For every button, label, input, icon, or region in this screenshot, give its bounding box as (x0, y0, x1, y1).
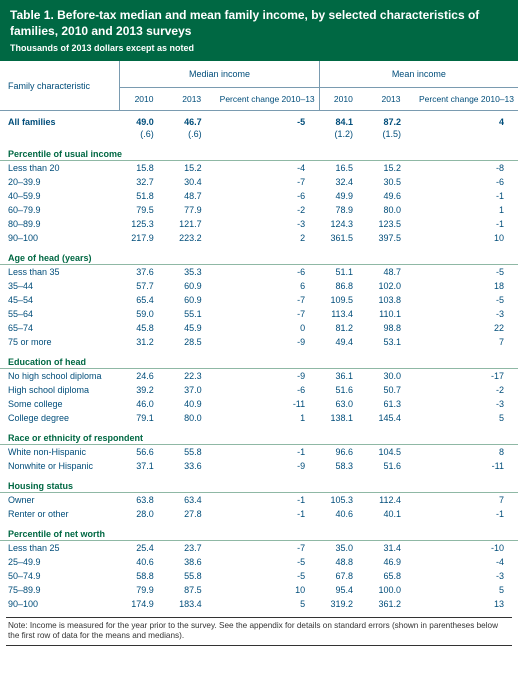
table-row: 45–5465.460.9-7109.5103.8-5 (0, 293, 518, 307)
col-mean-2010: 2010 (319, 88, 367, 111)
table-row: Owner63.863.4-1105.3112.47 (0, 492, 518, 507)
col-group-mean: Mean income (319, 61, 518, 88)
table-row: 60–79.979.577.9-278.980.01 (0, 203, 518, 217)
table-row: Less than 2015.815.2-416.515.2-8 (0, 160, 518, 175)
table-title: Table 1. Before-tax median and mean fami… (10, 8, 508, 39)
table-container: Table 1. Before-tax median and mean fami… (0, 0, 518, 646)
table-row: 35–4457.760.9686.8102.018 (0, 279, 518, 293)
table-row: 65–7445.845.9081.298.822 (0, 321, 518, 335)
section-header: Education of head (0, 349, 518, 368)
table-row: Renter or other28.027.8-140.640.1-1 (0, 507, 518, 521)
table-row: 90–100174.9183.45319.2361.213 (0, 597, 518, 611)
section-header: Housing status (0, 473, 518, 492)
table-row: 90–100217.9223.22361.5397.510 (0, 231, 518, 245)
table-row: College degree79.180.01138.1145.45 (0, 411, 518, 425)
table-row: 55–6459.055.1-7113.4110.1-3 (0, 307, 518, 321)
table-row: Less than 3537.635.3-651.148.7-5 (0, 264, 518, 279)
table-row: High school diploma39.237.0-651.650.7-2 (0, 383, 518, 397)
row-all-families: All families49.046.7-584.187.24 (0, 115, 518, 129)
table-row: 20–39.932.730.4-732.430.5-6 (0, 175, 518, 189)
table-row: No high school diploma24.622.3-936.130.0… (0, 368, 518, 383)
table-row: 75 or more31.228.5-949.453.17 (0, 335, 518, 349)
table-row: Nonwhite or Hispanic37.133.6-958.351.6-1… (0, 459, 518, 473)
col-mean-pct: Percent change 2010–13 (415, 88, 518, 111)
col-median-2013: 2013 (168, 88, 216, 111)
table-row: White non-Hispanic56.655.8-196.6104.58 (0, 444, 518, 459)
table-row: 75–89.979.987.51095.4100.05 (0, 583, 518, 597)
table-row: 80–89.9125.3121.7-3124.3123.5-1 (0, 217, 518, 231)
table-row: 40–59.951.848.7-649.949.6-1 (0, 189, 518, 203)
section-header: Percentile of net worth (0, 521, 518, 540)
table-row: Less than 2525.423.7-735.031.4-10 (0, 540, 518, 555)
table-subtitle: Thousands of 2013 dollars except as note… (10, 43, 508, 53)
col-mean-2013: 2013 (367, 88, 415, 111)
table-row: Some college46.040.9-1163.061.3-3 (0, 397, 518, 411)
section-header: Percentile of usual income (0, 141, 518, 160)
table-row: 50–74.958.855.8-567.865.8-3 (0, 569, 518, 583)
section-header: Age of head (years) (0, 245, 518, 264)
col-median-pct: Percent change 2010–13 (216, 88, 320, 111)
row-all-families-se: (.6)(.6)(1.2)(1.5) (0, 129, 518, 141)
table-note: Note: Income is measured for the year pr… (6, 617, 512, 647)
col-characteristic: Family characteristic (0, 61, 120, 111)
col-group-median: Median income (120, 61, 319, 88)
table-header: Table 1. Before-tax median and mean fami… (0, 0, 518, 61)
table-row: 25–49.940.638.6-548.846.9-4 (0, 555, 518, 569)
section-header: Race or ethnicity of respondent (0, 425, 518, 444)
col-median-2010: 2010 (120, 88, 168, 111)
income-table: Family characteristic Median income Mean… (0, 61, 518, 611)
